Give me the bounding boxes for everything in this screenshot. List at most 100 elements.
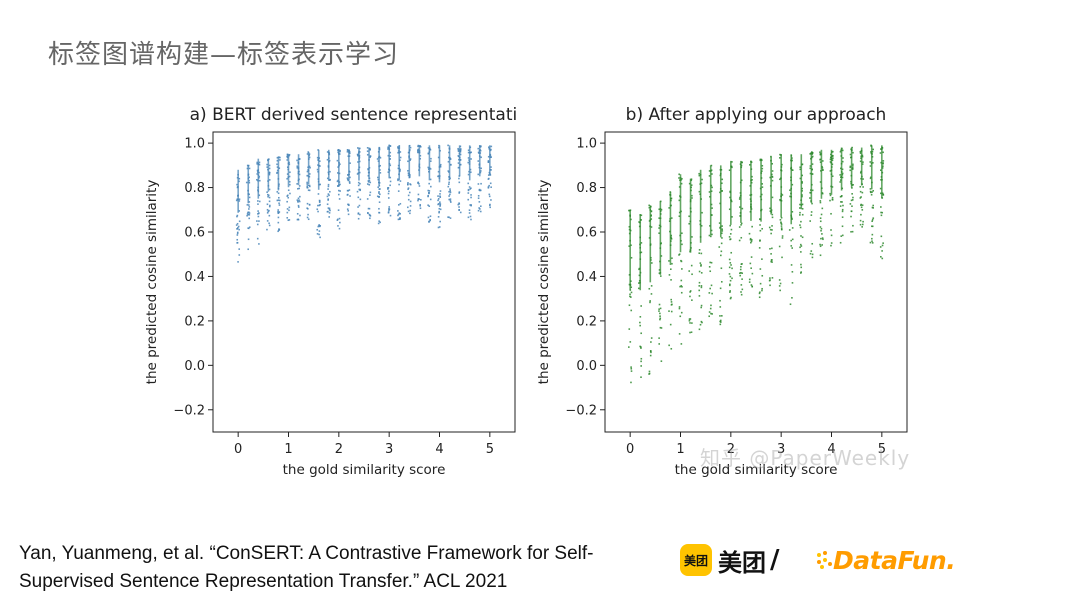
scatter-point xyxy=(450,163,452,166)
scatter-point xyxy=(852,184,854,186)
scatter-point xyxy=(430,185,432,188)
scatter-point xyxy=(770,253,772,255)
scatter-point xyxy=(448,216,450,219)
scatter-point xyxy=(829,194,832,197)
scatter-point xyxy=(419,154,422,157)
scatter-point xyxy=(748,281,751,283)
scatter-point xyxy=(269,204,271,207)
scatter-point xyxy=(698,174,701,177)
scatter-point xyxy=(470,196,472,199)
scatter-point xyxy=(709,270,712,273)
scatter-point xyxy=(439,201,441,203)
scatter-point xyxy=(659,326,662,329)
scatter-point xyxy=(778,285,781,287)
scatter-point xyxy=(708,234,711,237)
scatter-point xyxy=(740,236,743,239)
scatter-point xyxy=(639,321,641,324)
y-tick-label: 0.4 xyxy=(184,270,205,285)
scatter-point xyxy=(801,236,804,239)
scatter-point xyxy=(771,225,773,227)
scatter-point xyxy=(378,191,380,193)
y-tick-label: 0.4 xyxy=(576,270,597,285)
scatter-point xyxy=(257,213,259,215)
scatter-point xyxy=(852,163,854,166)
scatter-point xyxy=(318,230,321,232)
scatter-point xyxy=(428,190,431,192)
y-tick-label: 0.0 xyxy=(184,359,205,374)
scatter-point xyxy=(741,278,743,280)
scatter-point xyxy=(437,226,440,229)
scatter-point xyxy=(339,183,341,186)
y-axis-label: the predicted cosine similarity xyxy=(536,180,552,385)
scatter-point xyxy=(708,175,711,177)
scatter-point xyxy=(387,171,390,174)
scatter-point xyxy=(861,204,864,206)
scatter-point xyxy=(347,210,350,212)
scatter-point xyxy=(348,181,351,183)
scatter-point xyxy=(799,246,801,249)
scatter-point xyxy=(718,246,721,248)
scatter-point xyxy=(637,287,640,290)
scatter-point xyxy=(640,360,642,363)
scatter-point xyxy=(277,199,280,202)
scatter-point xyxy=(297,197,300,200)
scatter-point xyxy=(437,156,440,159)
scatter-point xyxy=(349,162,351,164)
scatter-point xyxy=(339,150,341,153)
scatter-point xyxy=(851,199,854,201)
scatter-point xyxy=(480,182,482,185)
scatter-point xyxy=(721,232,723,235)
scatter-point xyxy=(319,183,321,186)
scatter-point xyxy=(859,223,862,226)
scatter-point xyxy=(820,213,823,216)
scatter-point xyxy=(298,185,301,187)
scatter-point xyxy=(247,213,249,216)
scatter-point xyxy=(680,291,683,294)
scatter-point xyxy=(329,170,331,173)
scatter-point xyxy=(276,166,279,168)
scatter-point xyxy=(479,210,482,213)
scatter-point xyxy=(467,149,470,152)
scatter-point xyxy=(236,232,239,235)
scatter-point xyxy=(770,232,772,235)
scatter-point xyxy=(849,203,852,205)
scatter-point xyxy=(457,149,460,151)
scatter-point xyxy=(347,213,350,216)
scatter-point xyxy=(356,173,359,175)
scatter-point xyxy=(328,212,331,214)
y-tick-label: −0.2 xyxy=(565,403,597,418)
scatter-point xyxy=(819,217,822,219)
scatter-point xyxy=(377,186,380,189)
scatter-point xyxy=(678,215,681,218)
scatter-point xyxy=(427,166,430,169)
scatter-point xyxy=(629,293,631,296)
scatter-point xyxy=(266,220,269,222)
scatter-point xyxy=(669,323,672,326)
scatter-point xyxy=(367,212,369,214)
scatter-point xyxy=(378,195,380,198)
scatter-point xyxy=(640,242,643,244)
scatter-point xyxy=(326,203,329,206)
scatter-point xyxy=(871,225,873,228)
scatter-point xyxy=(701,211,703,214)
scatter-point xyxy=(658,208,661,211)
chart-title: b) After applying our approach xyxy=(626,105,887,125)
scatter-point xyxy=(730,228,733,231)
scatter-point xyxy=(759,224,761,226)
scatter-point xyxy=(691,197,693,199)
scatter-point xyxy=(741,288,744,291)
scatter-point xyxy=(447,170,450,172)
scatter-point xyxy=(329,178,331,181)
scatter-point xyxy=(236,227,239,230)
scatter-point xyxy=(268,196,271,199)
scatter-point xyxy=(659,312,661,315)
scatter-point xyxy=(680,260,683,263)
scatter-point xyxy=(297,206,300,208)
scatter-point xyxy=(480,167,482,170)
scatter-point xyxy=(638,274,641,277)
scatter-point xyxy=(659,318,661,321)
scatter-point xyxy=(711,207,713,209)
scatter-point xyxy=(882,242,884,244)
scatter-point xyxy=(328,159,331,162)
scatter-point xyxy=(266,191,268,193)
